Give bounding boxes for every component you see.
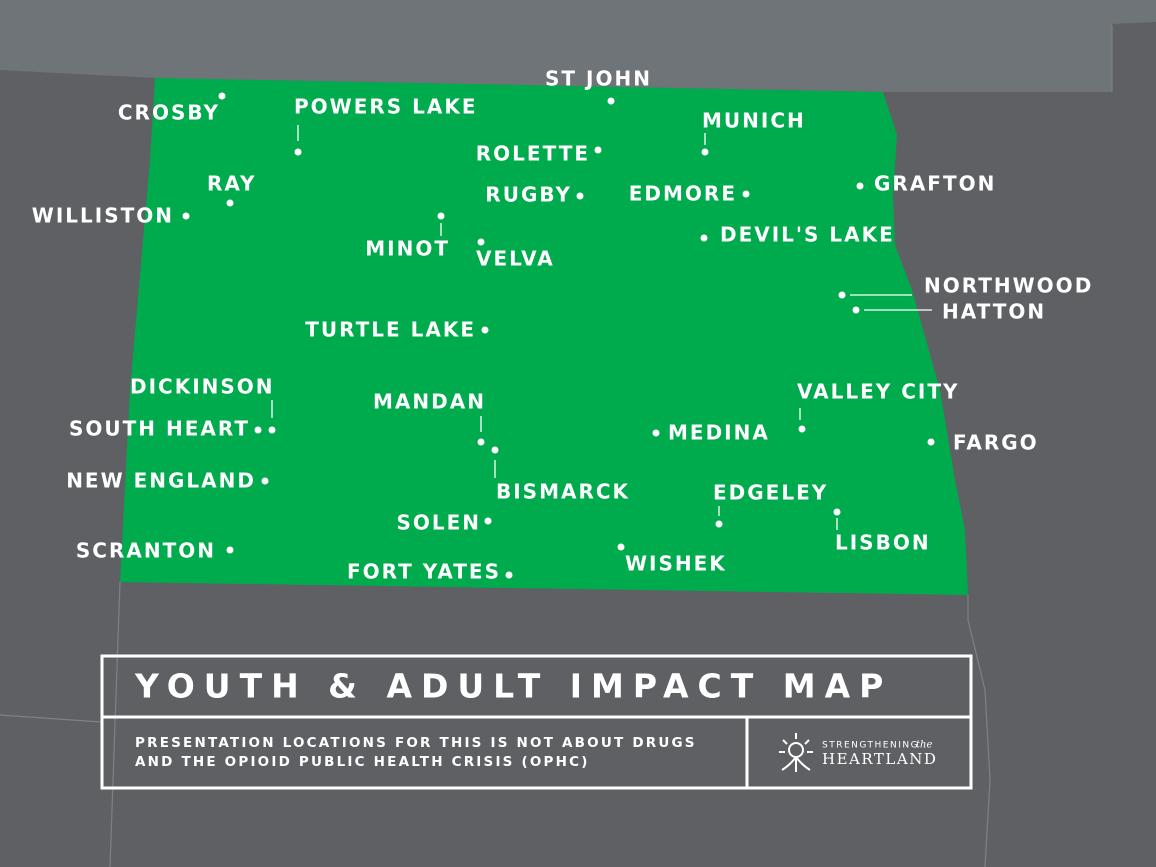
- location-label: ST JOHN: [545, 67, 652, 91]
- legend-subtitle: AND THE OPIOID PUBLIC HEALTH CRISIS (OPH…: [135, 754, 590, 770]
- location-label: NEW ENGLAND: [66, 469, 256, 493]
- location-dot: [715, 520, 723, 528]
- north-dakota: [120, 78, 968, 595]
- location-label: DEVIL'S LAKE: [720, 223, 895, 247]
- location-dot: [491, 446, 499, 454]
- location-label: MEDINA: [668, 421, 770, 445]
- location-dot: [652, 429, 660, 437]
- legend-title: YOUTH & ADULT IMPACT MAP: [134, 667, 892, 706]
- location-dot: [484, 517, 492, 525]
- location-dot: [254, 426, 262, 434]
- location-label: MANDAN: [373, 390, 486, 414]
- location-dot: [838, 291, 846, 299]
- location-dot: [617, 543, 625, 551]
- location-dot: [701, 148, 709, 156]
- location-label: MUNICH: [702, 109, 806, 133]
- location-dot: [927, 438, 935, 446]
- location-dot: [268, 426, 276, 434]
- location-label: TURTLE LAKE: [305, 318, 476, 342]
- logo: STRENGTHENING the HEARTLAND: [779, 733, 937, 772]
- location-label: ROLETTE: [476, 142, 590, 166]
- state-borders: [0, 25, 1113, 867]
- location-label: WILLISTON: [32, 204, 174, 228]
- canada: [0, 0, 1156, 92]
- location-label: EDMORE: [629, 182, 737, 206]
- location-dot: [607, 97, 615, 105]
- location-label: SOLEN: [396, 511, 481, 535]
- legend-subtitle: PRESENTATION LOCATIONS FOR THIS IS NOT A…: [135, 735, 697, 751]
- location-label: VELVA: [476, 247, 555, 271]
- logo-icon: [779, 733, 813, 772]
- location-label: CROSBY: [118, 101, 220, 125]
- location-dot: [218, 92, 226, 100]
- location-label: RAY: [207, 172, 256, 196]
- location-label: HATTON: [942, 300, 1046, 324]
- location-label: VALLEY CITY: [797, 380, 959, 404]
- location-dot: [226, 546, 234, 554]
- location-label: RUGBY: [485, 183, 572, 207]
- location-label: SOUTH HEART: [69, 417, 250, 441]
- location-label: SCRANTON: [76, 539, 216, 563]
- logo-the: the: [916, 740, 932, 751]
- location-dot: [833, 508, 841, 516]
- location-dot: [742, 190, 750, 198]
- location-label: EDGELEY: [713, 481, 828, 505]
- location-dot: [261, 477, 269, 485]
- location-dot: [505, 571, 513, 579]
- location-dot: [798, 425, 806, 433]
- location-dot: [852, 306, 860, 314]
- location-dot: [576, 192, 584, 200]
- location-label: FORT YATES: [347, 560, 501, 584]
- location-dot: [477, 238, 485, 246]
- location-dot: [594, 146, 602, 154]
- location-dot: [294, 148, 302, 156]
- location-label: GRAFTON: [874, 172, 996, 196]
- location-dot: [481, 326, 489, 334]
- location-label: FARGO: [953, 431, 1039, 455]
- location-dot: [856, 182, 864, 190]
- location-dot: [700, 234, 708, 242]
- location-label: POWERS LAKE: [294, 95, 478, 119]
- location-dot: [477, 438, 485, 446]
- location-label: LISBON: [835, 531, 931, 555]
- location-label: NORTHWOOD: [924, 274, 1093, 298]
- location-label: BISMARCK: [496, 480, 630, 504]
- location-label: WISHEK: [625, 552, 727, 576]
- location-dot: [226, 199, 234, 207]
- location-dot: [182, 212, 190, 220]
- location-label: DICKINSON: [130, 375, 275, 399]
- logo-name: HEARTLAND: [822, 750, 937, 768]
- locations: CROSBY POWERS LAKE ST JOHN MUNICH ROLETTE RAY…: [32, 67, 1093, 584]
- location-dot: [437, 212, 445, 220]
- legend-frame: [100, 654, 973, 790]
- legend-box: YOUTH & ADULT IMPACT MAP PRESENTATION LO…: [100, 654, 973, 790]
- location-label: MINOT: [365, 237, 450, 261]
- logo-top: STRENGTHENING: [822, 741, 919, 751]
